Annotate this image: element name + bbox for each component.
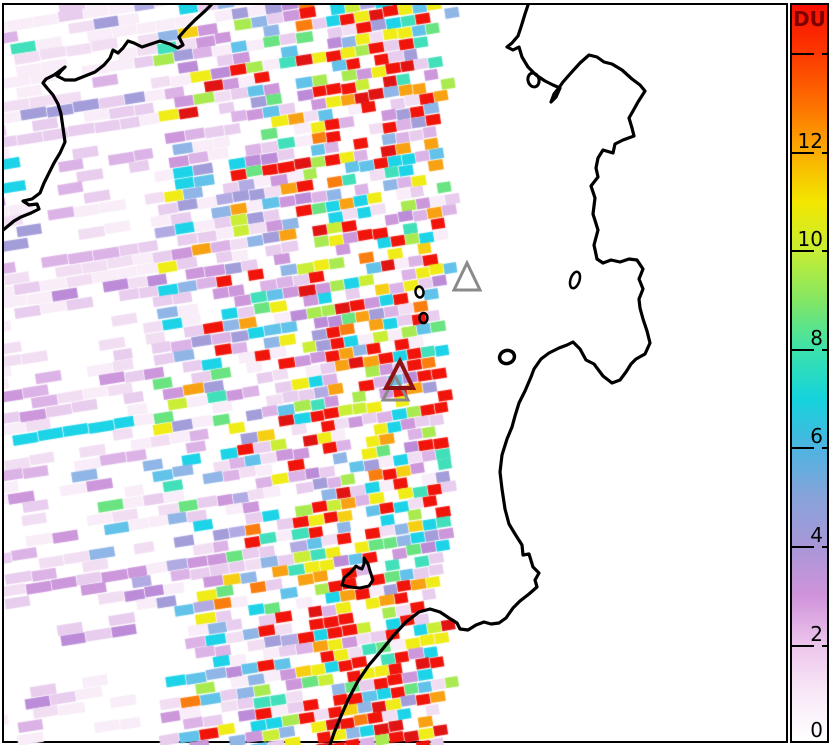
coast-northwest (4, 5, 214, 232)
colorbar-tick (792, 349, 814, 351)
colorbar-tick (822, 546, 827, 548)
colorbar-tick (792, 53, 814, 55)
colorbar-tick (792, 645, 814, 647)
island-large-south (340, 556, 375, 590)
colorbar-tick (792, 447, 814, 449)
islet-b (418, 311, 429, 325)
colorbar-tick (822, 250, 827, 252)
colorbar-tick (822, 152, 827, 154)
islet-ring-north (526, 71, 541, 89)
map-panel (2, 3, 790, 745)
coast-peninsula-east (328, 5, 652, 745)
colorbar-tick (822, 349, 827, 351)
colorbar-tick-label: 4 (810, 523, 823, 547)
colorbar-tick (822, 645, 827, 647)
colorbar-tick-label: 2 (810, 622, 823, 646)
islet-a (414, 285, 425, 299)
colorbar-tick (792, 250, 814, 252)
colorbar-tick (822, 53, 827, 55)
colorbar-title: DU (793, 7, 826, 31)
colorbar: DU 12 10 8 6 4 2 0 (790, 3, 829, 743)
islet-east (568, 270, 582, 290)
colorbar-tick-label: 0 (810, 718, 823, 742)
colorbar-tick-label: 10 (797, 227, 823, 251)
colorbar-tick-label: 8 (810, 326, 823, 350)
map-overlay-svg (4, 5, 652, 745)
islet-bay (497, 348, 517, 366)
colorbar-tick (822, 447, 827, 449)
colorbar-tick-label: 12 (797, 129, 823, 153)
volcano-marker-red-active (382, 356, 417, 390)
colorbar-tick (792, 546, 814, 548)
colorbar-tick-label: 6 (810, 424, 823, 448)
colorbar-tick (792, 152, 814, 154)
raster-layer (4, 5, 790, 745)
volcano-marker-gray-north (451, 259, 483, 292)
